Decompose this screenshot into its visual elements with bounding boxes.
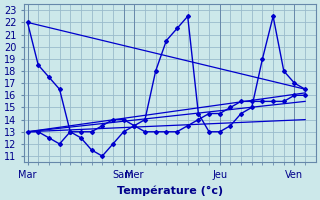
X-axis label: Température (°c): Température (°c) xyxy=(117,185,223,196)
